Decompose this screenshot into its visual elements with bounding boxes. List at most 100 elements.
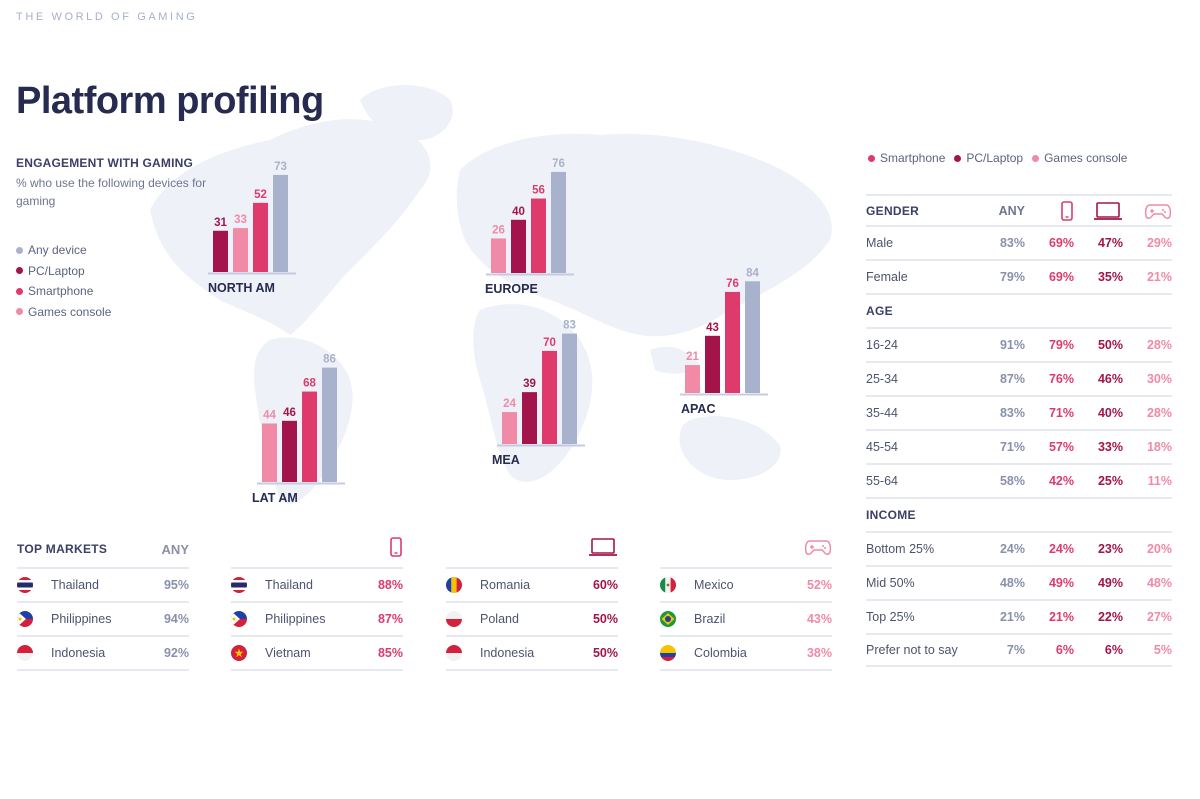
bar-north-am-any-device [273, 174, 288, 272]
market-country: Colombia [694, 646, 747, 660]
market-row: Philippines 94% [17, 603, 189, 637]
row-label: Female [866, 270, 908, 284]
cell-any: 7% [1006, 643, 1025, 657]
bar-europe-any-device [551, 171, 566, 273]
row-label: 45-54 [866, 440, 898, 454]
top-markets-console: Mexico 52% Brazil 43% Colombia 38% [660, 531, 832, 671]
row-label: 16-24 [866, 338, 898, 352]
thailand-flag [17, 577, 33, 593]
thailand-flag [231, 577, 247, 593]
market-country: Indonesia [51, 646, 106, 660]
market-header [231, 531, 403, 569]
table-row: 45-54 71% 57% 33% 18% [866, 429, 1172, 463]
cell-pc: 46% [1097, 372, 1123, 386]
bar-lat-am-any-device [322, 367, 337, 482]
cell-console: 28% [1146, 338, 1172, 352]
table-row: 35-44 83% 71% 40% 28% [866, 395, 1172, 429]
cell-any: 71% [999, 440, 1025, 454]
chart-legend: Any device PC/Laptop Smartphone Games co… [16, 240, 111, 322]
legend-label: PC/Laptop [28, 263, 85, 278]
bar-europe-pc-laptop [511, 219, 526, 273]
cell-pc: 49% [1097, 576, 1123, 590]
table-row: Bottom 25% 24% 24% 23% 20% [866, 531, 1172, 565]
top-markets-smartphone: Thailand 88% Philippines 87% Vietnam 85% [231, 531, 403, 671]
table-row: Male 83% 69% 47% 29% [866, 225, 1172, 259]
legend-swatch [16, 287, 23, 295]
market-header [660, 531, 832, 569]
cell-pc: 25% [1097, 474, 1123, 488]
cell-smartphone: 69% [1048, 270, 1074, 284]
cell-smartphone: 79% [1048, 338, 1074, 352]
cell-smartphone: 24% [1048, 542, 1074, 556]
market-country: Mexico [694, 578, 734, 592]
legend-swatch [16, 246, 23, 254]
table-row: Female 79% 69% 35% 21% [866, 259, 1172, 293]
legend-label: Any device [28, 243, 87, 258]
cell-any: 79% [999, 270, 1025, 284]
table-row: 25-34 87% 76% 46% 30% [866, 361, 1172, 395]
data-label-apac-any-device: 84 [746, 267, 759, 279]
market-value: 87% [377, 612, 403, 626]
table-row: Prefer not to say 7% 6% 6% 5% [866, 633, 1172, 667]
top-markets-any: TOP MARKETS ANY Thailand 95% Philippines… [17, 531, 189, 671]
cell-smartphone: 76% [1048, 372, 1074, 386]
poland-flag [446, 611, 462, 627]
table-row: Mid 50% 48% 49% 49% 48% [866, 565, 1172, 599]
bar-lat-am-games-console [262, 423, 277, 482]
philippines-flag [231, 611, 247, 627]
market-row: Thailand 95% [17, 569, 189, 603]
legend-swatch [954, 154, 962, 162]
cell-any: 58% [999, 474, 1025, 488]
legend-swatch [1032, 154, 1040, 162]
market-row: Indonesia 92% [17, 637, 189, 671]
market-row: Thailand 88% [231, 569, 403, 603]
market-value: 94% [163, 612, 189, 626]
data-label-lat-am-smartphone: 68 [303, 378, 316, 390]
row-label: Bottom 25% [866, 542, 935, 556]
bar-north-am-games-console [233, 228, 248, 272]
market-country: Thailand [265, 578, 313, 592]
gamepad-icon [804, 537, 832, 562]
legend-item-games-console: Games console [1032, 151, 1127, 165]
bar-north-am-pc-laptop [213, 230, 228, 272]
demographics-legend: Smartphone PC/Laptop Games console [868, 151, 1127, 165]
cell-any: 83% [999, 236, 1025, 250]
legend-item-games-console: Games console [16, 302, 111, 323]
cell-smartphone: 71% [1048, 406, 1074, 420]
cell-pc: 40% [1097, 406, 1123, 420]
data-label-lat-am-pc-laptop: 46 [283, 407, 296, 419]
region-label-apac: APAC [681, 402, 716, 416]
market-row: Philippines 87% [231, 603, 403, 637]
cell-pc: 22% [1097, 610, 1123, 624]
section-title-income: INCOME [866, 497, 1172, 531]
cell-console: 21% [1146, 270, 1172, 284]
cell-any: 24% [999, 542, 1025, 556]
data-label-north-am-smartphone: 52 [254, 189, 267, 201]
market-value: 95% [163, 578, 189, 592]
legend-label: Games console [28, 304, 112, 319]
indonesia-flag [17, 645, 33, 661]
market-value: 38% [806, 646, 832, 660]
cell-console: 28% [1146, 406, 1172, 420]
row-label: Mid 50% [866, 576, 915, 590]
legend-item-smartphone: Smartphone [16, 281, 111, 302]
data-label-lat-am-any-device: 86 [323, 354, 336, 366]
cell-smartphone: 42% [1048, 474, 1074, 488]
bar-mea-smartphone [542, 350, 557, 444]
column-header-any: ANY [998, 203, 1025, 218]
bar-mea-games-console [502, 412, 517, 444]
philippines-flag [17, 611, 33, 627]
cell-pc: 33% [1097, 440, 1123, 454]
cell-console: 48% [1146, 576, 1172, 590]
data-label-europe-smartphone: 56 [532, 185, 545, 197]
market-value: 43% [806, 612, 832, 626]
row-label: Prefer not to say [866, 643, 958, 657]
chart-heading: ENGAGEMENT WITH GAMING [16, 156, 194, 170]
page-title: Platform profiling [16, 80, 324, 122]
page-kicker: THE WORLD OF GAMING [16, 11, 198, 23]
cell-console: 29% [1146, 236, 1172, 250]
region-label-europe: EUROPE [485, 282, 538, 296]
market-row: Colombia 38% [660, 637, 832, 671]
smartphone-icon [1025, 200, 1074, 221]
brazil-flag [660, 611, 676, 627]
